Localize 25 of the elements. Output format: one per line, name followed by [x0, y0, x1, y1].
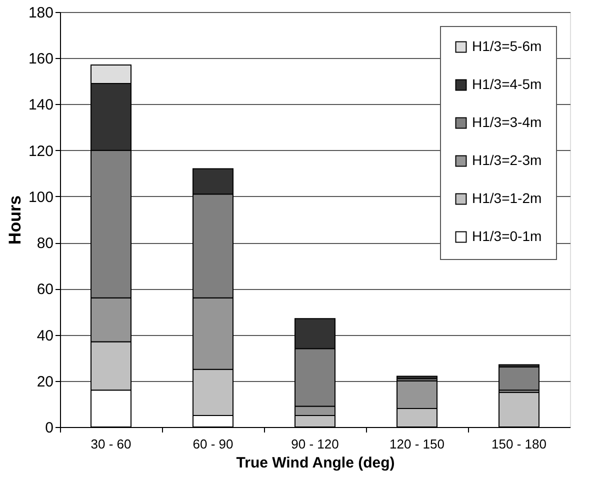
x-tick-label: 150 - 180 [492, 436, 546, 452]
x-axis-title: True Wind Angle (deg) [236, 454, 395, 472]
legend-label: H1/3=3-4m [472, 114, 542, 130]
legend-label: H1/3=1-2m [472, 190, 542, 206]
y-axis-title: Hours [5, 195, 24, 245]
x-tick-label: 120 - 150 [390, 436, 444, 452]
y-tick-label: 100 [28, 188, 54, 206]
bar [396, 376, 438, 380]
legend-label: H1/3=4-5m [472, 76, 542, 92]
bar [498, 366, 540, 391]
legend-label: H1/3=5-6m [472, 38, 542, 54]
x-tick-label: 90 - 120 [291, 436, 339, 452]
y-tick-label: 140 [28, 96, 54, 114]
y-tick-label: 160 [28, 50, 54, 68]
y-tick-label: 40 [36, 327, 54, 344]
x-tick-label: 30 - 60 [90, 436, 132, 452]
legend-label: H1/3=2-3m [472, 152, 542, 168]
x-tick-label: 60 - 90 [192, 436, 234, 452]
y-tick-label: 60 [36, 281, 54, 298]
y-tick-label: 120 [28, 142, 54, 160]
legend-label: H1/3=0-1m [472, 228, 542, 244]
y-tick-label: 80 [36, 235, 54, 252]
y-tick-label: 0 [45, 420, 54, 436]
y-tick-label: 180 [28, 4, 54, 22]
y-tick-label: 20 [36, 373, 54, 390]
